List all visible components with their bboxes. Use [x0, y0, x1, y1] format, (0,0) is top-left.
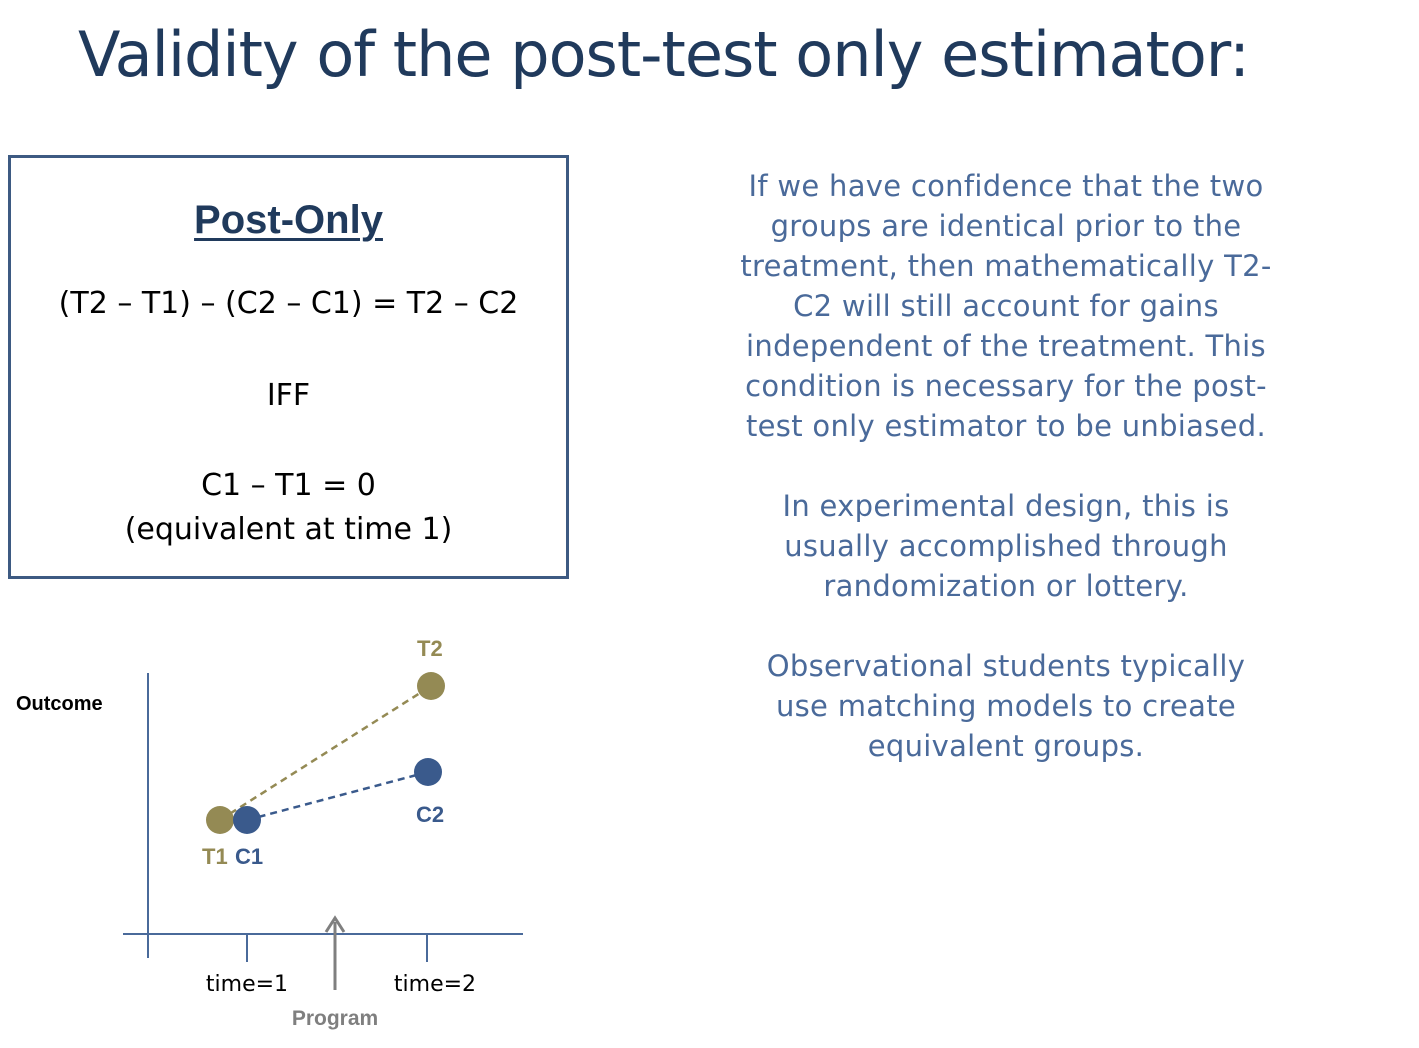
text-line: test only estimator to be unbiased.	[746, 409, 1266, 443]
t2-label: T2	[417, 636, 443, 661]
treatment-line	[219, 684, 432, 822]
text-line: If we have confidence that the two	[748, 169, 1264, 203]
formula-line: (T2 – T1) – (C2 – C1) = T2 – C2	[58, 286, 519, 321]
text-line: treatment, then mathematically T2-	[740, 249, 1272, 283]
c2-point	[414, 758, 442, 786]
c1-label: C1	[235, 844, 263, 869]
program-label: Program	[292, 1007, 378, 1030]
text-line: Observational students typically	[766, 649, 1246, 683]
text-line: randomization or lottery.	[823, 569, 1189, 603]
t1-label: T1	[202, 844, 228, 869]
c1-point	[233, 806, 261, 834]
text-line: usually accomplished through	[784, 529, 1228, 563]
text-line: In experimental design, this is	[782, 489, 1230, 523]
box-heading: Post-Only	[194, 198, 383, 242]
text-line: independent of the treatment. This	[746, 329, 1266, 363]
post-only-box: Post-Only (T2 – T1) – (C2 – C1) = T2 – C…	[8, 155, 569, 579]
text-line: groups are identical prior to the	[770, 209, 1242, 243]
paragraph-experimental: In experimental design, this is usually …	[700, 486, 1312, 606]
y-axis-label: Outcome	[16, 693, 103, 715]
pre-post-diagram: Outcome T1 C1 T2 C2 time=1 time=2 Progra…	[16, 636, 523, 1030]
program-arrow-head	[324, 915, 346, 933]
tick-label-time1: time=1	[206, 972, 288, 997]
paragraph-observational: Observational students typically use mat…	[700, 646, 1312, 766]
paragraph-validity: If we have confidence that the two group…	[700, 166, 1312, 446]
text-line: C2 will still account for gains	[793, 289, 1219, 323]
text-line: condition is necessary for the post-	[745, 369, 1267, 403]
tick-label-time2: time=2	[394, 972, 476, 997]
t1-point	[206, 806, 234, 834]
control-line	[246, 770, 429, 822]
t2-point	[417, 672, 445, 700]
iff-line: IFF	[266, 378, 311, 413]
text-line: equivalent groups.	[867, 729, 1145, 763]
slide-title: Validity of the post-test only estimator…	[78, 18, 1250, 91]
condition-note: (equivalent at time 1)	[124, 512, 453, 547]
text-line: use matching models to create	[775, 689, 1237, 723]
c2-label: C2	[416, 802, 444, 827]
condition-line: C1 – T1 = 0	[201, 468, 376, 503]
